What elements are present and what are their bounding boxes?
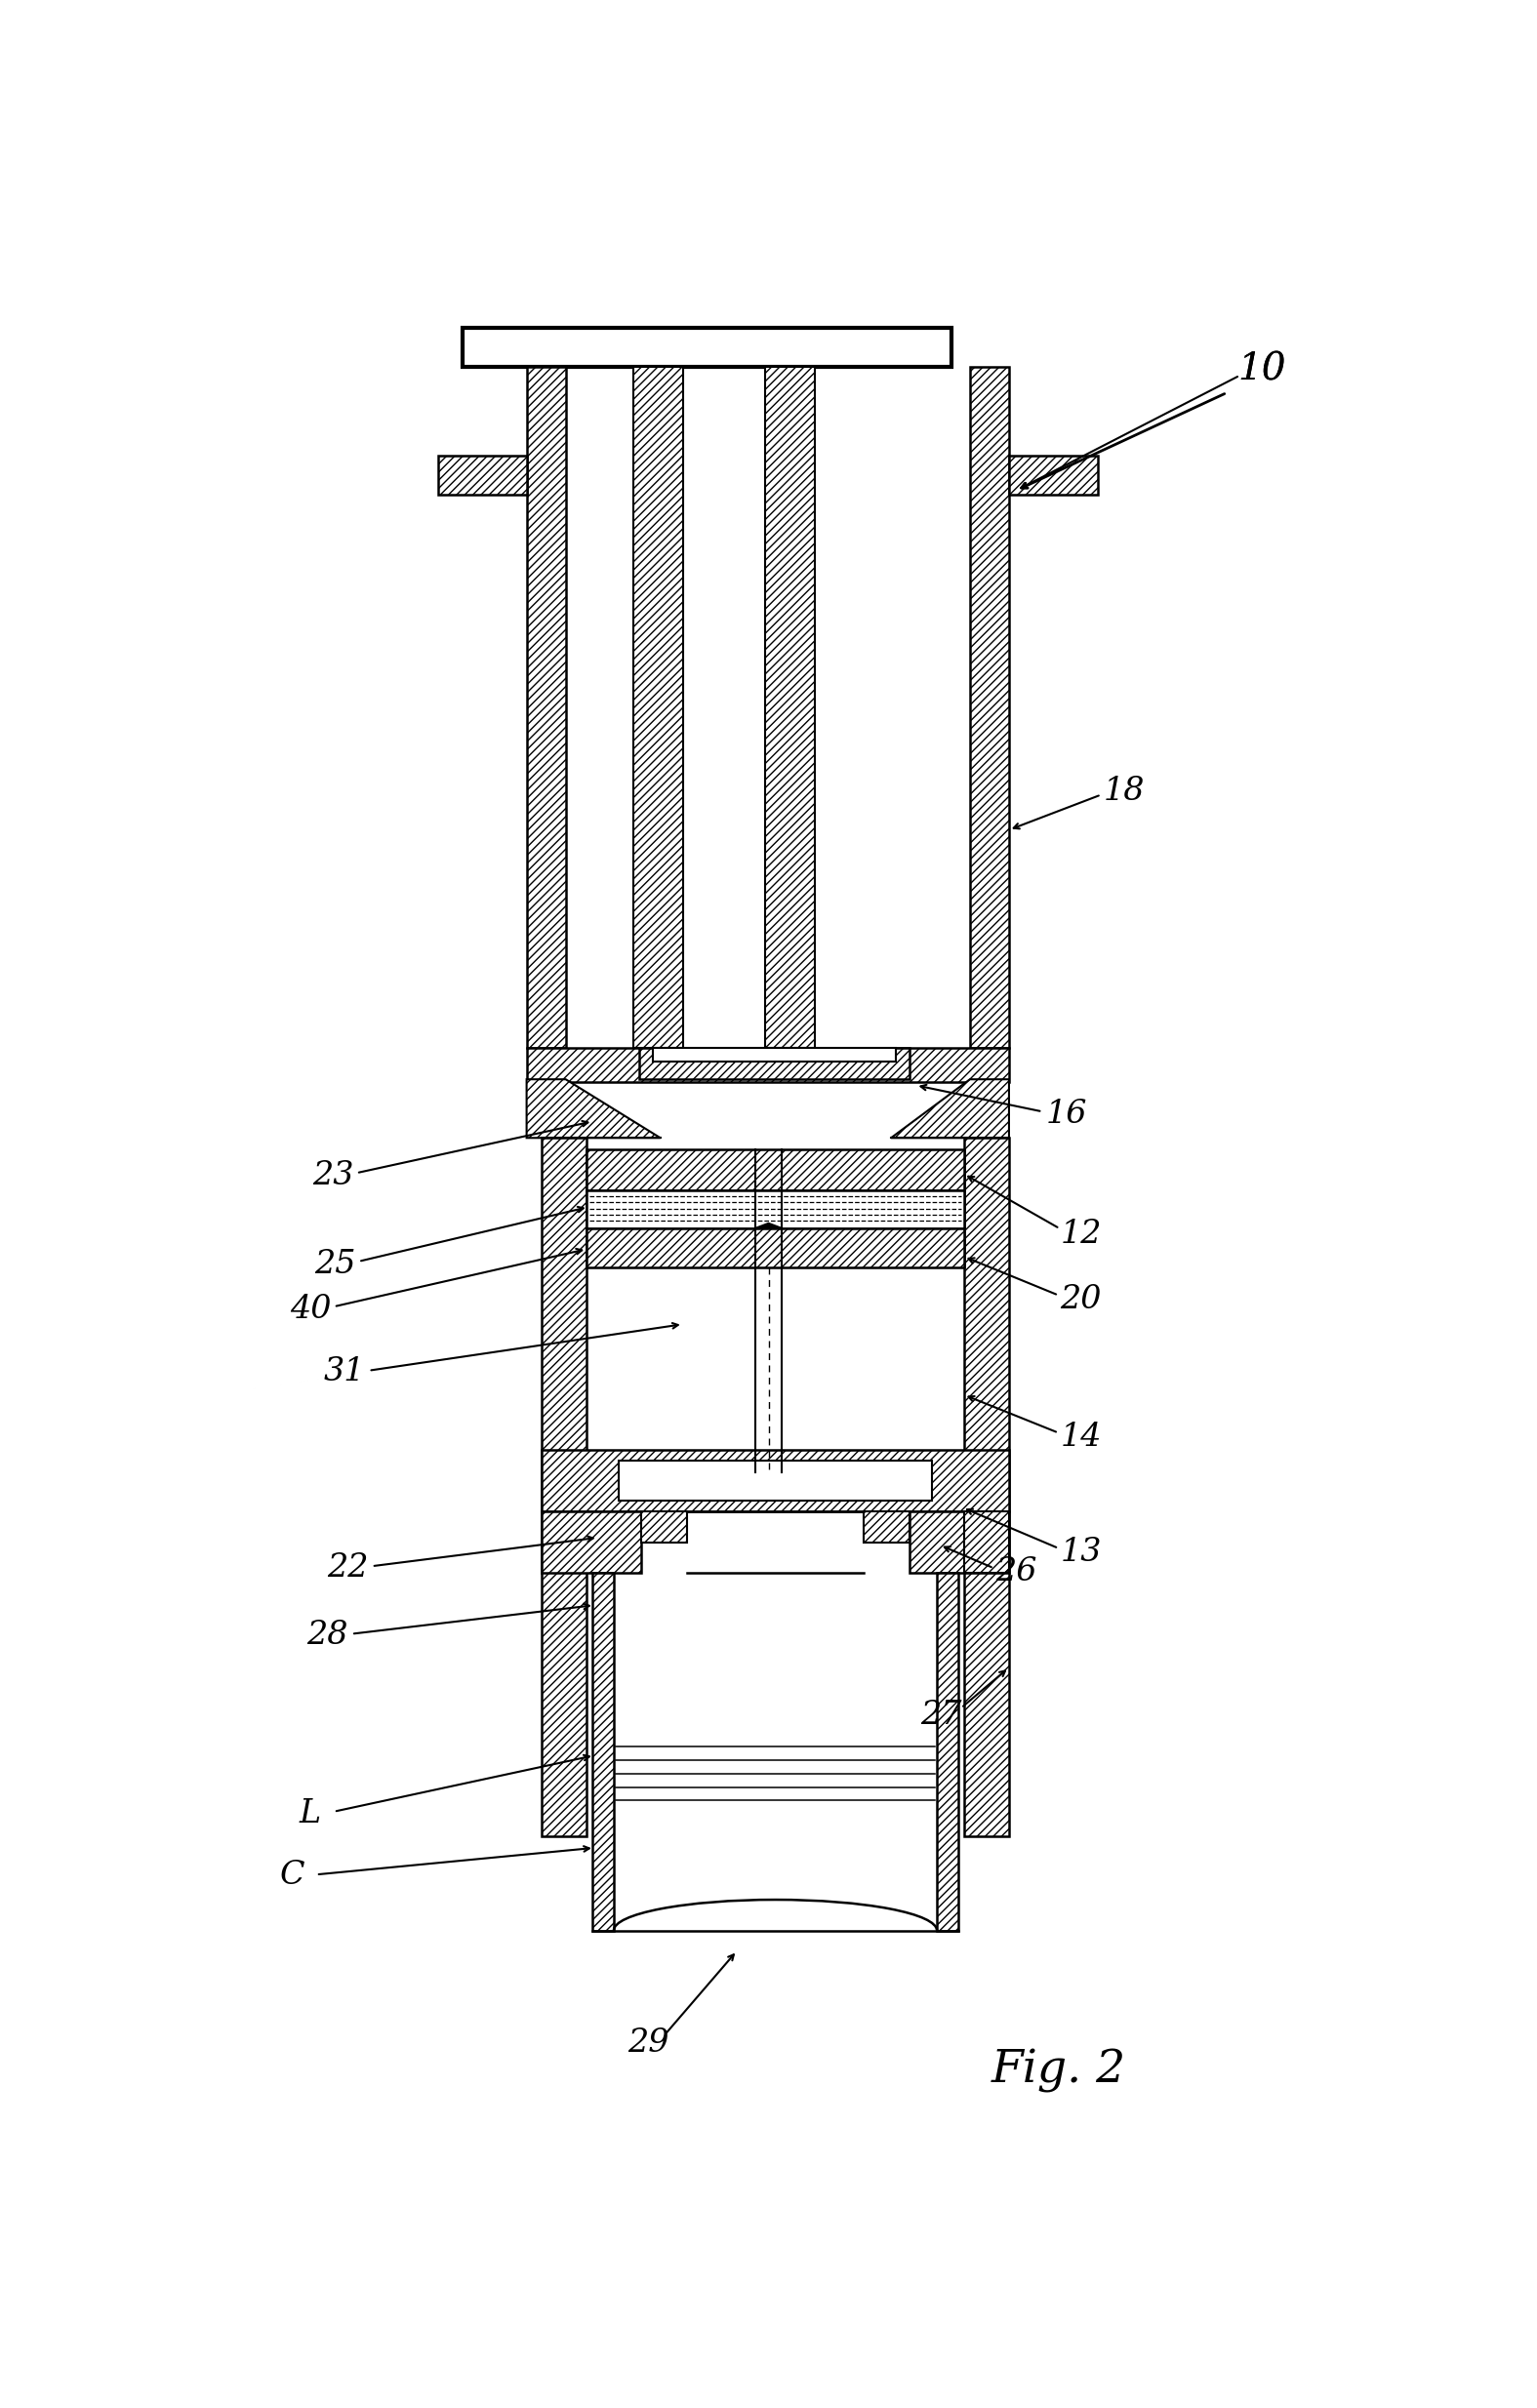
Text: 40: 40 [289, 1293, 330, 1324]
Bar [527, 366, 566, 1047]
Polygon shape [756, 1223, 781, 1228]
Bar [541, 1512, 641, 1572]
Text: 16: 16 [1045, 1098, 1087, 1129]
Text: 10: 10 [1237, 352, 1285, 388]
Bar [587, 1149, 964, 1190]
Bar [593, 1572, 613, 1931]
Bar [541, 1139, 587, 1837]
Bar [964, 1139, 1008, 1837]
Polygon shape [527, 1079, 661, 1139]
Bar [964, 1512, 1008, 1572]
Text: 22: 22 [327, 1553, 369, 1582]
Text: 10: 10 [1237, 352, 1285, 388]
Bar [541, 1450, 1008, 1512]
Bar [641, 1512, 687, 1541]
Bar [1008, 455, 1097, 494]
Text: C: C [280, 1859, 304, 1890]
Bar [618, 1459, 933, 1500]
Bar [639, 1047, 910, 1079]
Text: 25: 25 [314, 1247, 355, 1279]
Text: 23: 23 [312, 1161, 354, 1192]
Text: 31: 31 [324, 1356, 366, 1387]
Bar [653, 1047, 896, 1062]
Text: 12: 12 [1061, 1218, 1102, 1250]
Bar [633, 366, 682, 1047]
Bar [910, 1512, 1008, 1572]
Text: 13: 13 [1061, 1536, 1102, 1568]
Text: 28: 28 [307, 1621, 349, 1652]
Text: 27: 27 [921, 1700, 962, 1731]
Bar [527, 1047, 1008, 1081]
Text: 18: 18 [1104, 775, 1145, 807]
Bar [587, 1190, 964, 1228]
Text: 14: 14 [1061, 1421, 1102, 1452]
Text: L: L [300, 1799, 321, 1830]
Bar [463, 327, 951, 366]
Bar [765, 366, 815, 1047]
Bar [587, 1228, 964, 1267]
Text: Fig. 2: Fig. 2 [991, 2049, 1127, 2093]
Bar [864, 1512, 910, 1541]
Text: 20: 20 [1061, 1283, 1102, 1315]
Text: 29: 29 [627, 2028, 669, 2059]
Bar [438, 455, 527, 494]
Bar [970, 366, 1008, 1047]
Text: 26: 26 [996, 1556, 1037, 1587]
Polygon shape [891, 1079, 1008, 1139]
Bar [938, 1572, 958, 1931]
